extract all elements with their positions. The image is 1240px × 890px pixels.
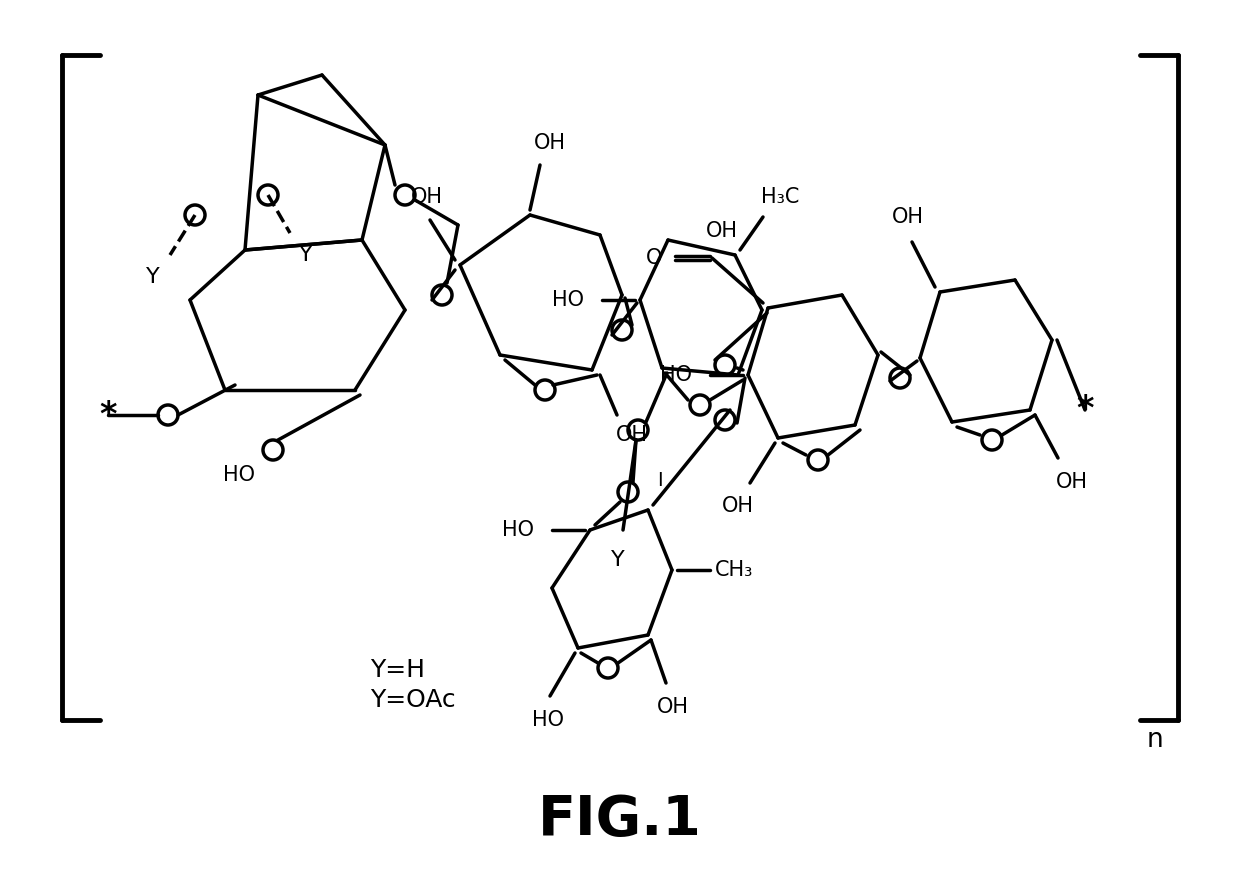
Text: OH: OH xyxy=(657,697,689,717)
Text: HO: HO xyxy=(223,465,255,485)
Text: I: I xyxy=(657,471,663,490)
Text: CH₃: CH₃ xyxy=(714,560,753,580)
Text: Y=H: Y=H xyxy=(370,658,425,682)
Text: OH: OH xyxy=(706,221,738,241)
Text: n: n xyxy=(1147,727,1163,753)
Text: Y=OAc: Y=OAc xyxy=(370,688,455,712)
Text: *: * xyxy=(1076,393,1094,426)
Text: HO: HO xyxy=(660,365,692,385)
Text: HO: HO xyxy=(532,710,564,730)
Text: OH: OH xyxy=(410,187,443,207)
Text: OH: OH xyxy=(722,496,754,516)
Text: Y: Y xyxy=(299,245,312,265)
Text: OH: OH xyxy=(1056,472,1087,492)
Text: O: O xyxy=(646,248,662,268)
Text: OH: OH xyxy=(892,207,924,227)
Text: H₃C: H₃C xyxy=(761,187,800,207)
Text: *: * xyxy=(99,399,117,432)
Text: OH: OH xyxy=(534,133,565,153)
Text: HO: HO xyxy=(502,520,534,540)
Text: FIG.1: FIG.1 xyxy=(538,793,702,847)
Text: OH: OH xyxy=(616,425,649,445)
Text: Y: Y xyxy=(611,550,625,570)
Text: HO: HO xyxy=(552,290,584,310)
Text: Y: Y xyxy=(146,267,160,287)
